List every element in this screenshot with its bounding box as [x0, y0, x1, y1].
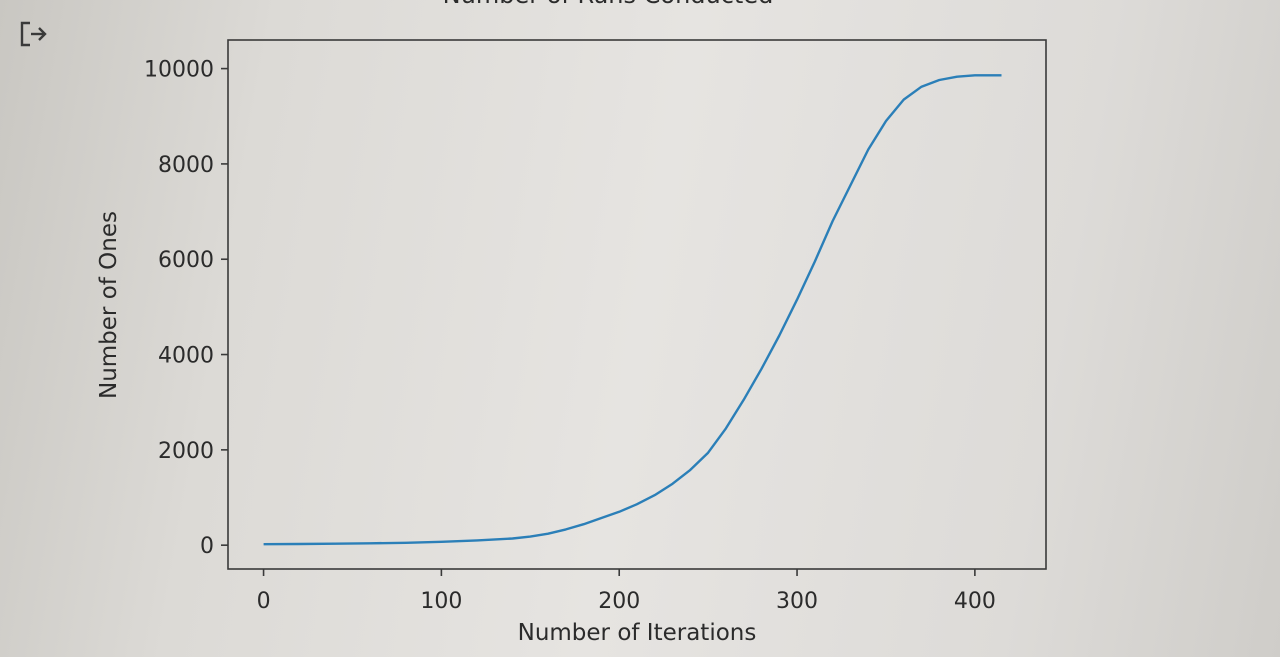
x-axis-label: Number of Iterations: [518, 620, 757, 646]
y-tick-label: 2000: [158, 439, 214, 464]
chart-title: Number of Runs Conducted: [443, 0, 774, 9]
series-line: [263, 74, 1002, 546]
y-tick-label: 10000: [144, 58, 214, 83]
series-group: [263, 74, 1002, 546]
x-tick-label: 200: [598, 589, 640, 614]
x-tick-label: 0: [257, 589, 271, 614]
y-tick-label: 4000: [158, 344, 214, 369]
x-tick-label: 300: [776, 589, 818, 614]
x-axis: 0 100 200 300 400: [257, 569, 996, 614]
y-tick-label: 8000: [158, 153, 214, 178]
y-axis-label: Number of Ones: [96, 211, 122, 399]
y-tick-label: 0: [200, 534, 214, 559]
y-tick-label: 6000: [158, 248, 214, 273]
y-axis: 0 2000 4000 6000 8000 10000: [144, 58, 228, 559]
x-tick-label: 400: [954, 589, 996, 614]
output-arrow-icon[interactable]: [16, 16, 50, 50]
plot-area: [227, 39, 1047, 570]
x-tick-label: 100: [420, 589, 462, 614]
